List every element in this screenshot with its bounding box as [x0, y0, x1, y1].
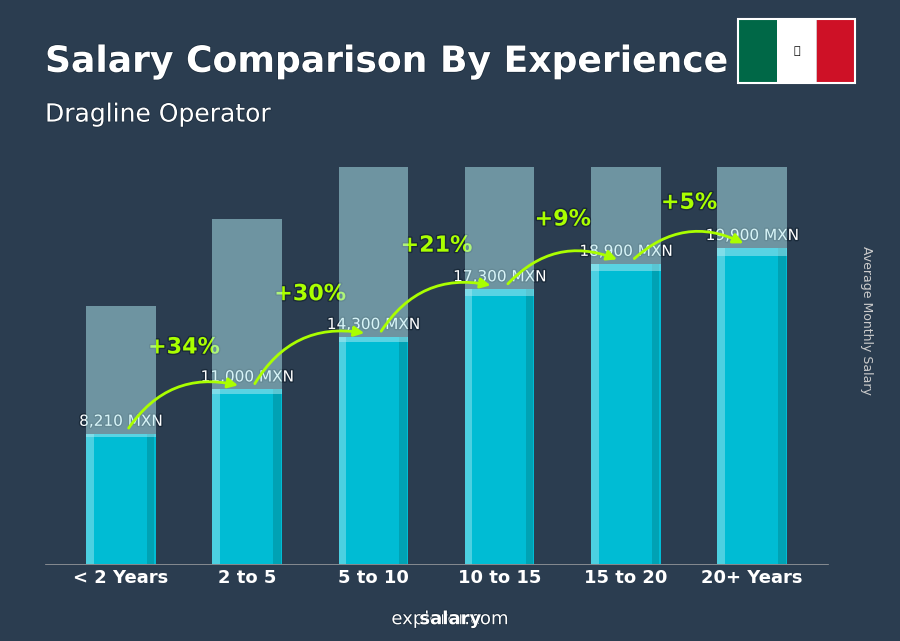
Text: salary: salary [419, 610, 481, 628]
Bar [652, 263, 660, 564]
Bar [212, 219, 282, 394]
Bar [86, 433, 156, 564]
Text: +21%: +21% [400, 236, 472, 256]
Bar [400, 337, 407, 564]
Text: Dragline Operator: Dragline Operator [45, 103, 271, 126]
Text: Average Monthly Salary: Average Monthly Salary [860, 246, 873, 395]
Bar [86, 433, 94, 564]
Text: 18,900 MXN: 18,900 MXN [580, 244, 672, 259]
Bar [591, 0, 661, 271]
Bar [526, 289, 533, 564]
Text: +30%: +30% [274, 284, 346, 304]
Text: 8,210 MXN: 8,210 MXN [79, 414, 162, 429]
Bar [338, 337, 408, 564]
Bar [591, 263, 599, 564]
Bar [147, 433, 154, 564]
Text: 17,300 MXN: 17,300 MXN [453, 269, 546, 285]
Bar [717, 247, 725, 564]
Bar [465, 289, 535, 564]
Bar [212, 389, 220, 564]
Bar [465, 289, 472, 564]
Text: explorer.com: explorer.com [392, 610, 508, 628]
Bar [717, 247, 787, 564]
Bar [338, 115, 408, 342]
Text: 19,900 MXN: 19,900 MXN [706, 228, 799, 243]
Bar [86, 306, 156, 437]
Bar [778, 247, 786, 564]
Text: Salary Comparison By Experience: Salary Comparison By Experience [45, 45, 728, 79]
Text: +9%: +9% [535, 210, 591, 229]
Text: 11,000 MXN: 11,000 MXN [201, 369, 293, 385]
Text: 14,300 MXN: 14,300 MXN [327, 317, 420, 332]
Bar [591, 263, 661, 564]
Bar [465, 21, 535, 296]
Bar [717, 0, 787, 256]
Bar [273, 389, 281, 564]
Bar [338, 337, 346, 564]
Text: 🦅: 🦅 [793, 46, 800, 56]
Text: +34%: +34% [148, 337, 220, 358]
Bar [212, 389, 282, 564]
Text: +5%: +5% [661, 193, 717, 213]
